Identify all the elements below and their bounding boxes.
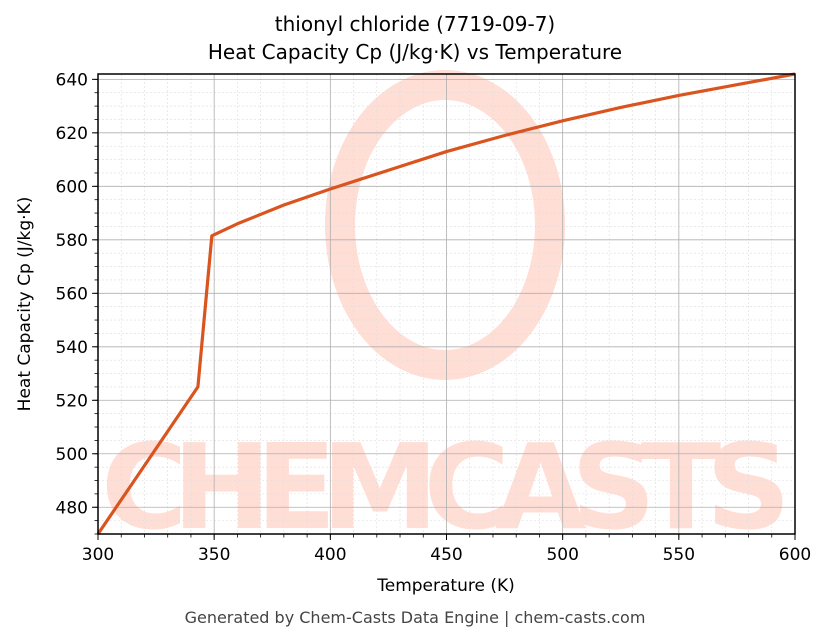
y-tick-label: 520 [56, 391, 88, 411]
y-tick-label: 480 [56, 498, 88, 518]
y-tick-label: 640 [56, 70, 88, 90]
y-tick-label: 600 [56, 177, 88, 197]
x-axis-label: Temperature (K) [377, 576, 515, 596]
x-tick-label: 400 [314, 545, 346, 565]
plot-frame [97, 73, 796, 535]
x-tick-label: 300 [82, 545, 114, 565]
chart-title-line1: thionyl chloride (7719-09-7) [274, 12, 556, 36]
watermark-logo [325, 70, 565, 380]
data-line [96, 72, 796, 535]
y-axis-label: Heat Capacity Cp (J/kg·K) [15, 197, 35, 412]
watermark-text: CHEMCASTS [101, 418, 791, 556]
x-tick-label: 550 [663, 545, 695, 565]
x-tick-label: 600 [779, 545, 811, 565]
chart-title-line2: Heat Capacity Cp (J/kg·K) vs Temperature [207, 40, 623, 64]
y-tick-label: 620 [56, 124, 88, 144]
y-tick-label: 540 [56, 338, 88, 358]
footer-credit: Generated by Chem-Casts Data Engine | ch… [184, 608, 646, 627]
x-tick-label: 350 [198, 545, 230, 565]
y-tick-label: 580 [56, 231, 88, 251]
y-tick-label: 500 [56, 445, 88, 465]
x-tick-label: 450 [430, 545, 462, 565]
x-tick-label: 500 [546, 545, 578, 565]
y-tick-label: 560 [56, 284, 88, 304]
